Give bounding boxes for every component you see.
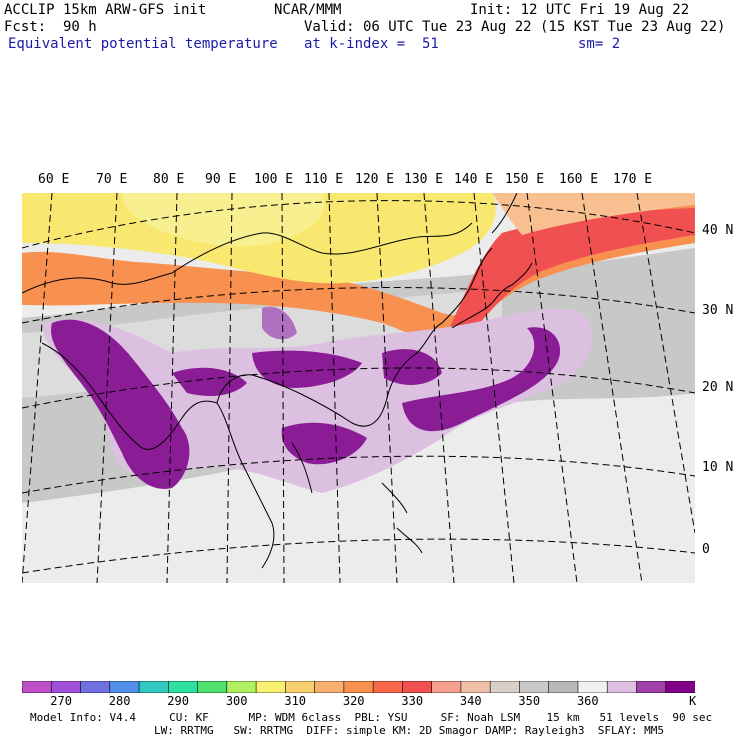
colorbar-swatch [285, 681, 316, 693]
colorbar-swatch [314, 681, 345, 693]
colorbar-tick-label: 310 [284, 694, 307, 708]
colorbar-swatch [548, 681, 579, 693]
lon-label: 120 E [355, 172, 395, 187]
colorbar-swatch [636, 681, 667, 693]
lon-label: 140 E [454, 172, 494, 187]
field-name: Equivalent potential temperature [8, 36, 278, 52]
purple-dark-region-3 [252, 350, 362, 388]
level-label: at k-index = 51 [304, 36, 439, 52]
lat-label: 0 [702, 542, 710, 557]
theta-e-map [22, 193, 695, 583]
colorbar-tick-label: 330 [401, 694, 424, 708]
red-band [447, 208, 695, 339]
colorbar-tick-label: 360 [576, 694, 599, 708]
lon-label: 80 E [153, 172, 185, 187]
lon-label: 70 E [96, 172, 128, 187]
colorbar-swatch [255, 681, 287, 693]
yellow-light-region [122, 193, 325, 247]
colorbar-swatch [50, 681, 82, 693]
colorbar-swatch [80, 681, 111, 693]
colorbar-tick-label: 290 [167, 694, 189, 708]
lon-label: 60 E [38, 172, 70, 187]
colorbar-swatch [665, 681, 695, 693]
colorbar-swatch [168, 681, 199, 693]
colorbar-swatch [606, 681, 638, 693]
colorbar-unit: K [689, 694, 697, 708]
peach-region [492, 193, 695, 235]
lon-label: 110 E [304, 172, 344, 187]
colorbar-tick-label: 280 [108, 694, 131, 708]
colorbar-swatch [431, 681, 462, 693]
footer-line-2: LW: RRTMG SW: RRTMG DIFF: simple KM: 2D … [154, 724, 664, 737]
lon-label: 170 E [613, 172, 653, 187]
colorbar-swatch [519, 681, 550, 693]
lon-label: 100 E [254, 172, 294, 187]
purple-dark-region-4 [382, 349, 442, 385]
colorbar-tick-label: 350 [518, 694, 541, 708]
purple-dark-region-6 [281, 422, 367, 465]
model-title: ACCLIP 15km ARW-GFS init [4, 2, 207, 18]
lat-label: 30 N [702, 303, 734, 318]
purple-dark-region [51, 319, 190, 489]
purple-dark-region-2 [172, 367, 247, 396]
colorbar-tick-label: 270 [50, 694, 72, 708]
coastlines [22, 193, 533, 569]
purple-dark-region-5 [402, 327, 561, 432]
valid-time: Valid: 06 UTC Tue 23 Aug 22 (15 KST Tue … [304, 19, 726, 35]
colorbar-swatch [226, 681, 257, 693]
purple-mid-region [262, 306, 297, 340]
lon-label: 90 E [205, 172, 237, 187]
colorbar-swatch [577, 681, 609, 693]
lon-label: 150 E [505, 172, 545, 187]
colorbar-swatch [109, 681, 140, 693]
colorbar-tick-label: 340 [459, 694, 482, 708]
colorbar-swatch [197, 681, 228, 693]
colorbar-swatch [489, 681, 521, 693]
init-time: Init: 12 UTC Fri 19 Aug 22 [470, 2, 690, 18]
colorbar-swatch [372, 681, 404, 693]
graticule [22, 193, 695, 583]
colorbar-tick-label: 300 [225, 694, 248, 708]
footer-line-1: Model Info: V4.4 CU: KF MP: WDM 6class P… [30, 711, 713, 724]
forecast-hour: Fcst: 90 h [4, 19, 97, 35]
colorbar-tick-label: 320 [342, 694, 365, 708]
lat-label: 40 N [702, 223, 734, 238]
colorbar-swatch [22, 681, 53, 693]
colorbar-swatch [343, 681, 374, 693]
org-label: NCAR/MMM [274, 2, 342, 18]
lon-label: 130 E [404, 172, 444, 187]
colorbar-swatch [460, 681, 491, 693]
colorbar [22, 681, 695, 693]
colorbar-swatch [138, 681, 170, 693]
lat-label: 20 N [702, 380, 734, 395]
colorbar-swatch [402, 681, 433, 693]
lat-label: 10 N [702, 460, 734, 475]
lon-label: 160 E [559, 172, 599, 187]
smoothing-label: sm= 2 [578, 36, 621, 52]
